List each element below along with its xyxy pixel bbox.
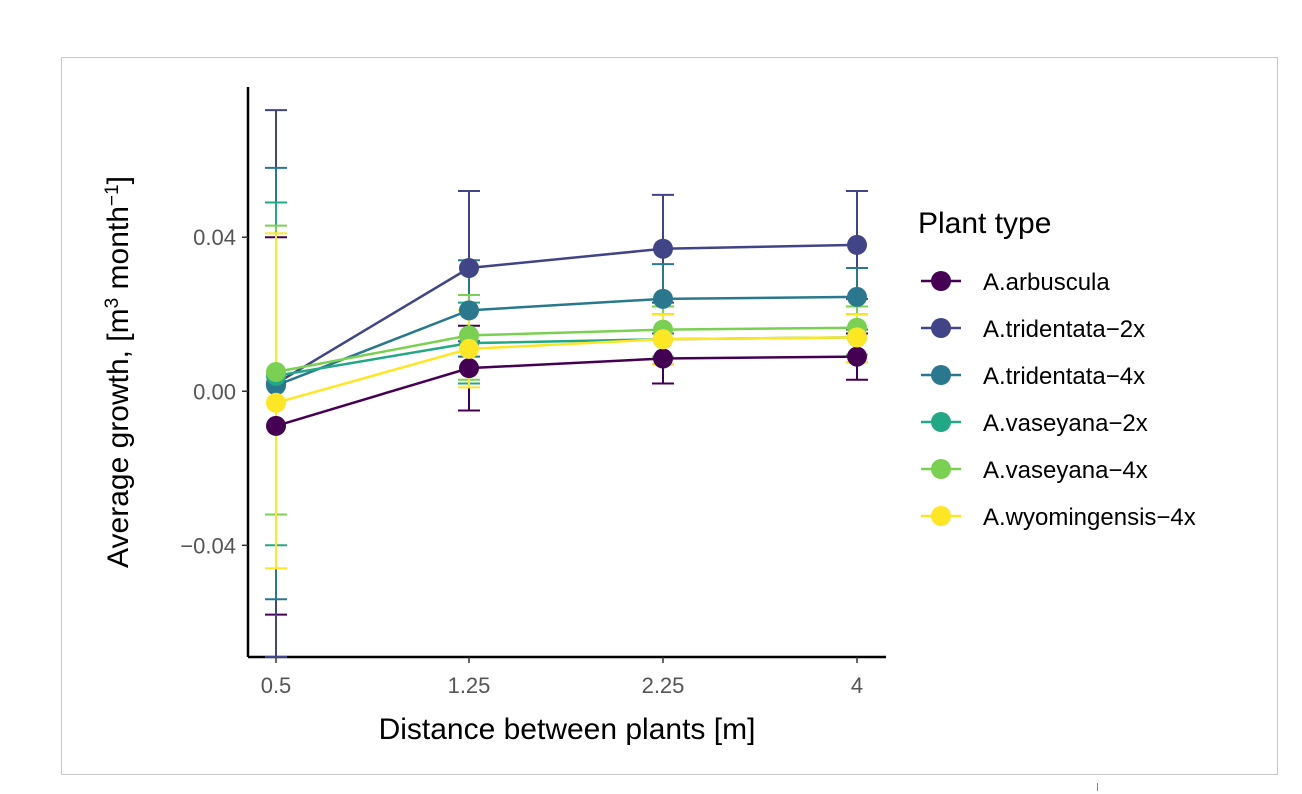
legend-key-point: [931, 412, 951, 432]
series-line: [275, 326, 858, 374]
legend-item: A.tridentata−4x: [921, 363, 1145, 390]
legend-label: A.wyomingensis−4x: [983, 504, 1196, 531]
series-line: [275, 336, 858, 405]
data-point: [459, 338, 479, 359]
data-point: [847, 286, 867, 307]
legend-label: A.tridentata−2x: [983, 316, 1145, 343]
y-axis-title: Average growth, [m3 month−1]: [102, 176, 136, 568]
svg-text:Average growth, [m3 month−1]: Average growth, [m3 month−1]: [102, 176, 136, 568]
y-axis-title-suffix: ]: [102, 176, 135, 184]
legend-label: A.tridentata−4x: [983, 363, 1145, 390]
data-point: [847, 234, 867, 255]
data-point: [653, 288, 673, 309]
y-axis-title-prefix: Average growth, [m: [102, 308, 135, 568]
y-axis-title-middle: month: [102, 206, 135, 298]
legend-item: A.vaseyana−4x: [921, 457, 1148, 484]
stray-tick-mark: [1097, 783, 1098, 791]
x-tick-label: 4: [851, 673, 863, 698]
data-point: [847, 327, 867, 348]
legend-key-point: [931, 271, 951, 291]
data-point: [266, 362, 286, 382]
data-point: [653, 329, 673, 350]
data-point: [847, 346, 867, 367]
legend-key-point: [931, 318, 951, 338]
y-tick-label: 0.04: [193, 225, 236, 250]
legend-key-point: [931, 506, 951, 526]
legend-key-point: [931, 365, 951, 385]
data-point: [459, 300, 479, 321]
y-tick-label: −0.04: [180, 533, 236, 558]
legend-label: A.arbuscula: [983, 269, 1110, 296]
y-axis-title-sup2: −1: [102, 184, 123, 206]
legend-label: A.vaseyana−4x: [983, 457, 1148, 484]
plot-frame: [61, 57, 1278, 775]
legend-title: Plant type: [918, 207, 1051, 240]
x-tick-label: 0.5: [261, 673, 292, 698]
series-line: [275, 243, 858, 385]
x-tick-label: 1.25: [448, 673, 491, 698]
legend-item: A.wyomingensis−4x: [921, 504, 1196, 531]
data-point: [653, 238, 673, 259]
series-line: [275, 355, 858, 428]
legend-item: A.vaseyana−2x: [921, 410, 1148, 437]
series-line: [275, 295, 858, 387]
y-axis-title-sup1: 3: [102, 298, 123, 309]
legend-item: A.arbuscula: [921, 269, 1110, 296]
x-axis-title: Distance between plants [m]: [379, 713, 756, 746]
legend-key-point: [931, 459, 951, 479]
legend-item: A.tridentata−2x: [921, 316, 1145, 343]
data-point: [459, 258, 479, 279]
data-point: [459, 358, 479, 379]
y-tick-label: 0.00: [193, 379, 236, 404]
x-tick-label: 2.25: [642, 673, 685, 698]
data-point: [266, 392, 286, 413]
legend-label: A.vaseyana−2x: [983, 410, 1148, 437]
data-point: [653, 348, 673, 369]
data-point: [266, 415, 286, 436]
